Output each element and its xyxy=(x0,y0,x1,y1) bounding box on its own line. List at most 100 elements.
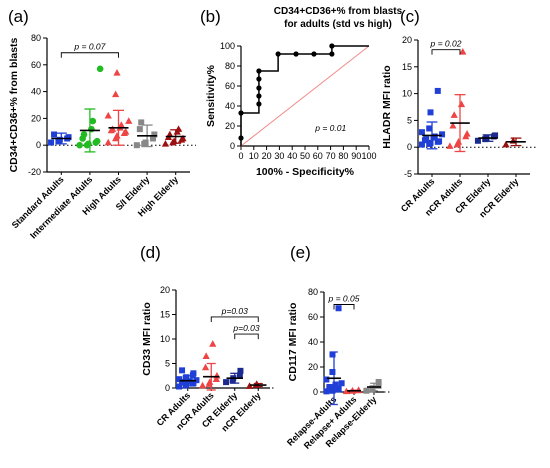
panel-c-data-point xyxy=(454,138,463,145)
panel-a-y-tick-label: 60 xyxy=(31,60,41,70)
panel-b-y-tick-label: 20 xyxy=(225,121,235,131)
panel-a-y-tick-label: 0 xyxy=(36,140,41,150)
panel-c-data-point xyxy=(427,139,434,146)
panel-c-y-tick-label: -5 xyxy=(404,169,412,179)
panel-d-data-point xyxy=(193,377,200,384)
panel-a-data-point xyxy=(93,137,101,145)
panel-c-data-point xyxy=(459,47,467,55)
panel-a-data-point xyxy=(51,131,58,138)
panel-e-data-point xyxy=(375,379,382,385)
panel-c-data-point xyxy=(502,140,510,148)
panel-a-data-point xyxy=(96,65,104,73)
panel-e-data-point xyxy=(329,387,336,394)
panel-c-letter: (c) xyxy=(400,7,420,26)
panel-a-data-point xyxy=(136,126,143,133)
panel-c-data-point xyxy=(463,130,471,137)
panel-c-data-point xyxy=(450,111,458,118)
panel-d-y-tick-label: 10 xyxy=(160,334,170,344)
panel-d-p-value: p=0.03 xyxy=(232,323,260,333)
panel-a-y-tick-label: 80 xyxy=(31,33,41,43)
panel-a-data-point xyxy=(113,69,121,76)
panel-b-roc-point xyxy=(329,43,335,49)
panel-b-x-tick-label: 90 xyxy=(351,151,361,161)
roc-title-line-2: for adults (std vs high) xyxy=(284,19,392,30)
panel-b-x-tick-label: 70 xyxy=(326,151,336,161)
panel-b-roc-point xyxy=(256,93,262,99)
panel-b-roc-point xyxy=(256,76,262,82)
panel-a-data-point xyxy=(48,139,55,146)
panel-c-y-axis-title: HLADR MFI ratio xyxy=(381,65,393,148)
panel-b-roc-point xyxy=(238,110,244,116)
panel-d-data-point xyxy=(201,363,210,371)
panel-a-letter: (a) xyxy=(8,7,29,26)
panel-b-roc-curve xyxy=(240,45,369,146)
panel-e-y-tick-label: 40 xyxy=(308,337,318,347)
panel-d-y-tick-label: 0 xyxy=(165,383,170,393)
panel-b-y-tick-label: 60 xyxy=(225,81,235,91)
panel-b-y-tick-label: 100 xyxy=(220,41,235,51)
panel-d-data-point xyxy=(236,372,243,379)
panel-d-data-point xyxy=(176,376,183,383)
panel-b-roc-point xyxy=(256,68,262,74)
panel-d-data-point xyxy=(213,371,221,379)
panel-e-significance-bracket xyxy=(333,304,355,310)
panel-a-data-point xyxy=(166,130,174,138)
panel-e-data-point xyxy=(326,384,333,390)
panel-e-data-point xyxy=(363,387,370,394)
panel-e-data-point xyxy=(342,387,350,395)
panel-e-data-point xyxy=(323,388,330,395)
panel-a-y-tick-label: 20 xyxy=(31,113,41,123)
panel-c-significance-bracket xyxy=(431,49,461,55)
panel-e-data-point xyxy=(369,385,376,392)
panel-b-roc-point xyxy=(238,135,244,141)
panel-c-data-point xyxy=(474,137,481,144)
panel-c-data-point xyxy=(426,125,433,132)
panel-c-data-point xyxy=(423,136,430,143)
panel-e-y-tick-label: 60 xyxy=(308,312,318,322)
panel-e-data-point xyxy=(335,305,342,312)
panel-d-data-point xyxy=(206,378,214,385)
panel-d-data-point xyxy=(179,379,186,386)
panel-e-data-point xyxy=(323,376,330,383)
roc-title-line-1: CD34+CD36+% from blasts xyxy=(274,6,403,17)
panel-a-data-point xyxy=(149,135,156,142)
panel-b-x-tick-label: 80 xyxy=(338,151,348,161)
panel-d-data-point xyxy=(198,381,207,389)
panel-e-y-tick-label: 20 xyxy=(308,362,318,372)
panel-d-y-tick-label: 20 xyxy=(160,285,170,295)
plots-layer: -20 0 20 40 60 80 CD34+CD36+% from blasts Stand… xyxy=(8,33,536,451)
panel-a-data-point xyxy=(104,138,112,146)
panel-a-data-point xyxy=(151,131,158,138)
panel-b-reference-line xyxy=(240,45,370,147)
panel-e-data-point xyxy=(335,385,342,392)
panel-c-data-point xyxy=(436,138,443,145)
panel-a-y-tick-label: -20 xyxy=(28,167,41,177)
panel-d-data-point xyxy=(223,379,230,386)
panel-a-category-label: Standard Adults xyxy=(10,174,66,230)
panel-b-y-tick-label: 40 xyxy=(225,101,235,111)
panel-a-data-point xyxy=(76,141,83,149)
panel-d-y-tick-label: 15 xyxy=(160,310,170,320)
panel-c-y-tick-label: 5 xyxy=(407,115,412,125)
panel-e-data-point xyxy=(332,381,339,388)
panel-b-roc-point xyxy=(256,85,262,91)
panel-b-roc-point xyxy=(293,51,299,57)
panel-d-data-point xyxy=(212,375,220,382)
panel-e-y-tick-label: 80 xyxy=(308,287,318,297)
panel-c-y-tick-label: 0 xyxy=(407,142,412,152)
panel-e-y-axis-title: CD117 MFI ratio xyxy=(287,303,299,382)
panel-c-y-tick-label: 20 xyxy=(402,35,412,45)
panel-a-data-point xyxy=(112,90,120,98)
panel-b-x-axis-title: 100% - Specificity% xyxy=(256,166,355,178)
panel-a-data-point xyxy=(85,140,92,148)
panel-c-data-point xyxy=(439,131,446,138)
panel-a-data-point xyxy=(104,111,112,119)
panel-e-letter: (e) xyxy=(290,243,311,262)
panel-d-significance-bracket xyxy=(234,333,259,340)
panel-d-data-point xyxy=(237,367,244,374)
panel-c-data-point xyxy=(434,87,441,94)
panel-d-data-point xyxy=(190,370,197,377)
panel-e-p-value: p = 0.05 xyxy=(328,294,360,304)
panel-d-letter: (d) xyxy=(140,243,161,262)
